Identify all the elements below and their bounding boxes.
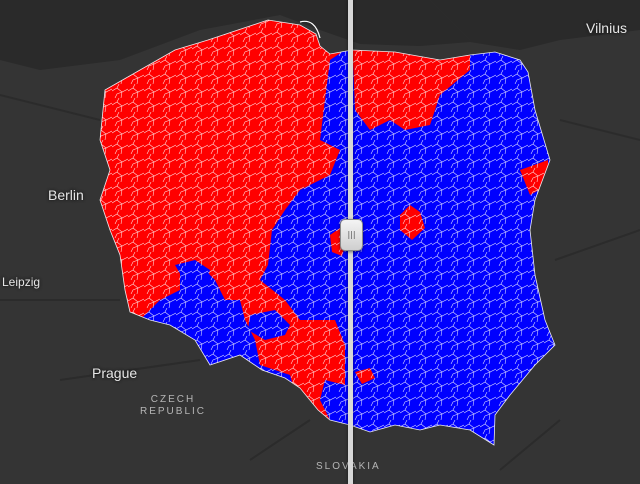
hel-peninsula (299, 20, 321, 39)
country-label-czech-republic: CZECH REPUBLIC (140, 394, 206, 418)
country-label-slovakia: SLOVAKIA (316, 461, 381, 473)
country-label-czech-line1: CZECH (150, 394, 196, 405)
city-label-prague: Prague (92, 365, 138, 381)
poland-outline (99, 19, 556, 446)
border-lines (0, 0, 640, 470)
baltic-sea (0, 0, 640, 70)
swipe-handle[interactable]: ||| (340, 219, 363, 251)
country-label-czech-line2: REPUBLIC (140, 406, 207, 417)
city-label-berlin: Berlin (48, 187, 84, 203)
city-label-leipzig: Leipzig (2, 275, 41, 289)
grip-icon: ||| (347, 230, 356, 239)
city-label-vilnius: Vilnius (586, 20, 627, 36)
